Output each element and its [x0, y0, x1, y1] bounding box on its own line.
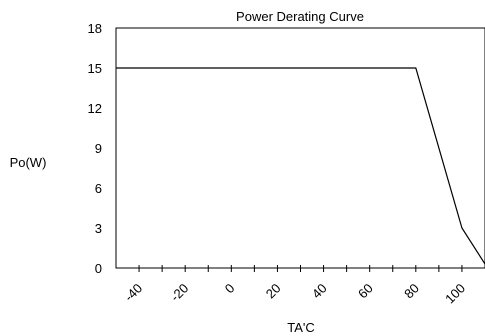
y-tick-label: 0: [95, 261, 102, 276]
y-tick-label: 15: [88, 61, 102, 76]
x-ticks: -40 -20 0 20 40 60 80 100: [121, 265, 468, 306]
chart-title: Power Derating Curve: [236, 9, 364, 24]
x-tick-label: 60: [355, 281, 376, 302]
y-tick-label: 18: [88, 21, 102, 36]
y-axis-label: Po(W): [10, 155, 47, 170]
x-axis-label: TA'C: [287, 320, 315, 335]
derating-line: [116, 67, 485, 265]
x-tick-label: 20: [263, 281, 284, 302]
plot-frame: [115, 27, 485, 269]
x-tick-label: 80: [401, 281, 422, 302]
y-tick-label: 12: [88, 101, 102, 116]
y-tick-label: 6: [95, 181, 102, 196]
x-tick-label: 0: [222, 281, 238, 297]
x-tick-label: 100: [442, 281, 468, 307]
series-layer: [116, 67, 485, 265]
x-tick-label: -40: [121, 281, 145, 305]
y-ticks: 0 3 6 9 12 15 18: [88, 21, 102, 276]
y-tick-label: 9: [95, 141, 102, 156]
y-tick-label: 3: [95, 221, 102, 236]
x-tick-label: 40: [309, 281, 330, 302]
x-tick-label: -20: [167, 281, 191, 305]
